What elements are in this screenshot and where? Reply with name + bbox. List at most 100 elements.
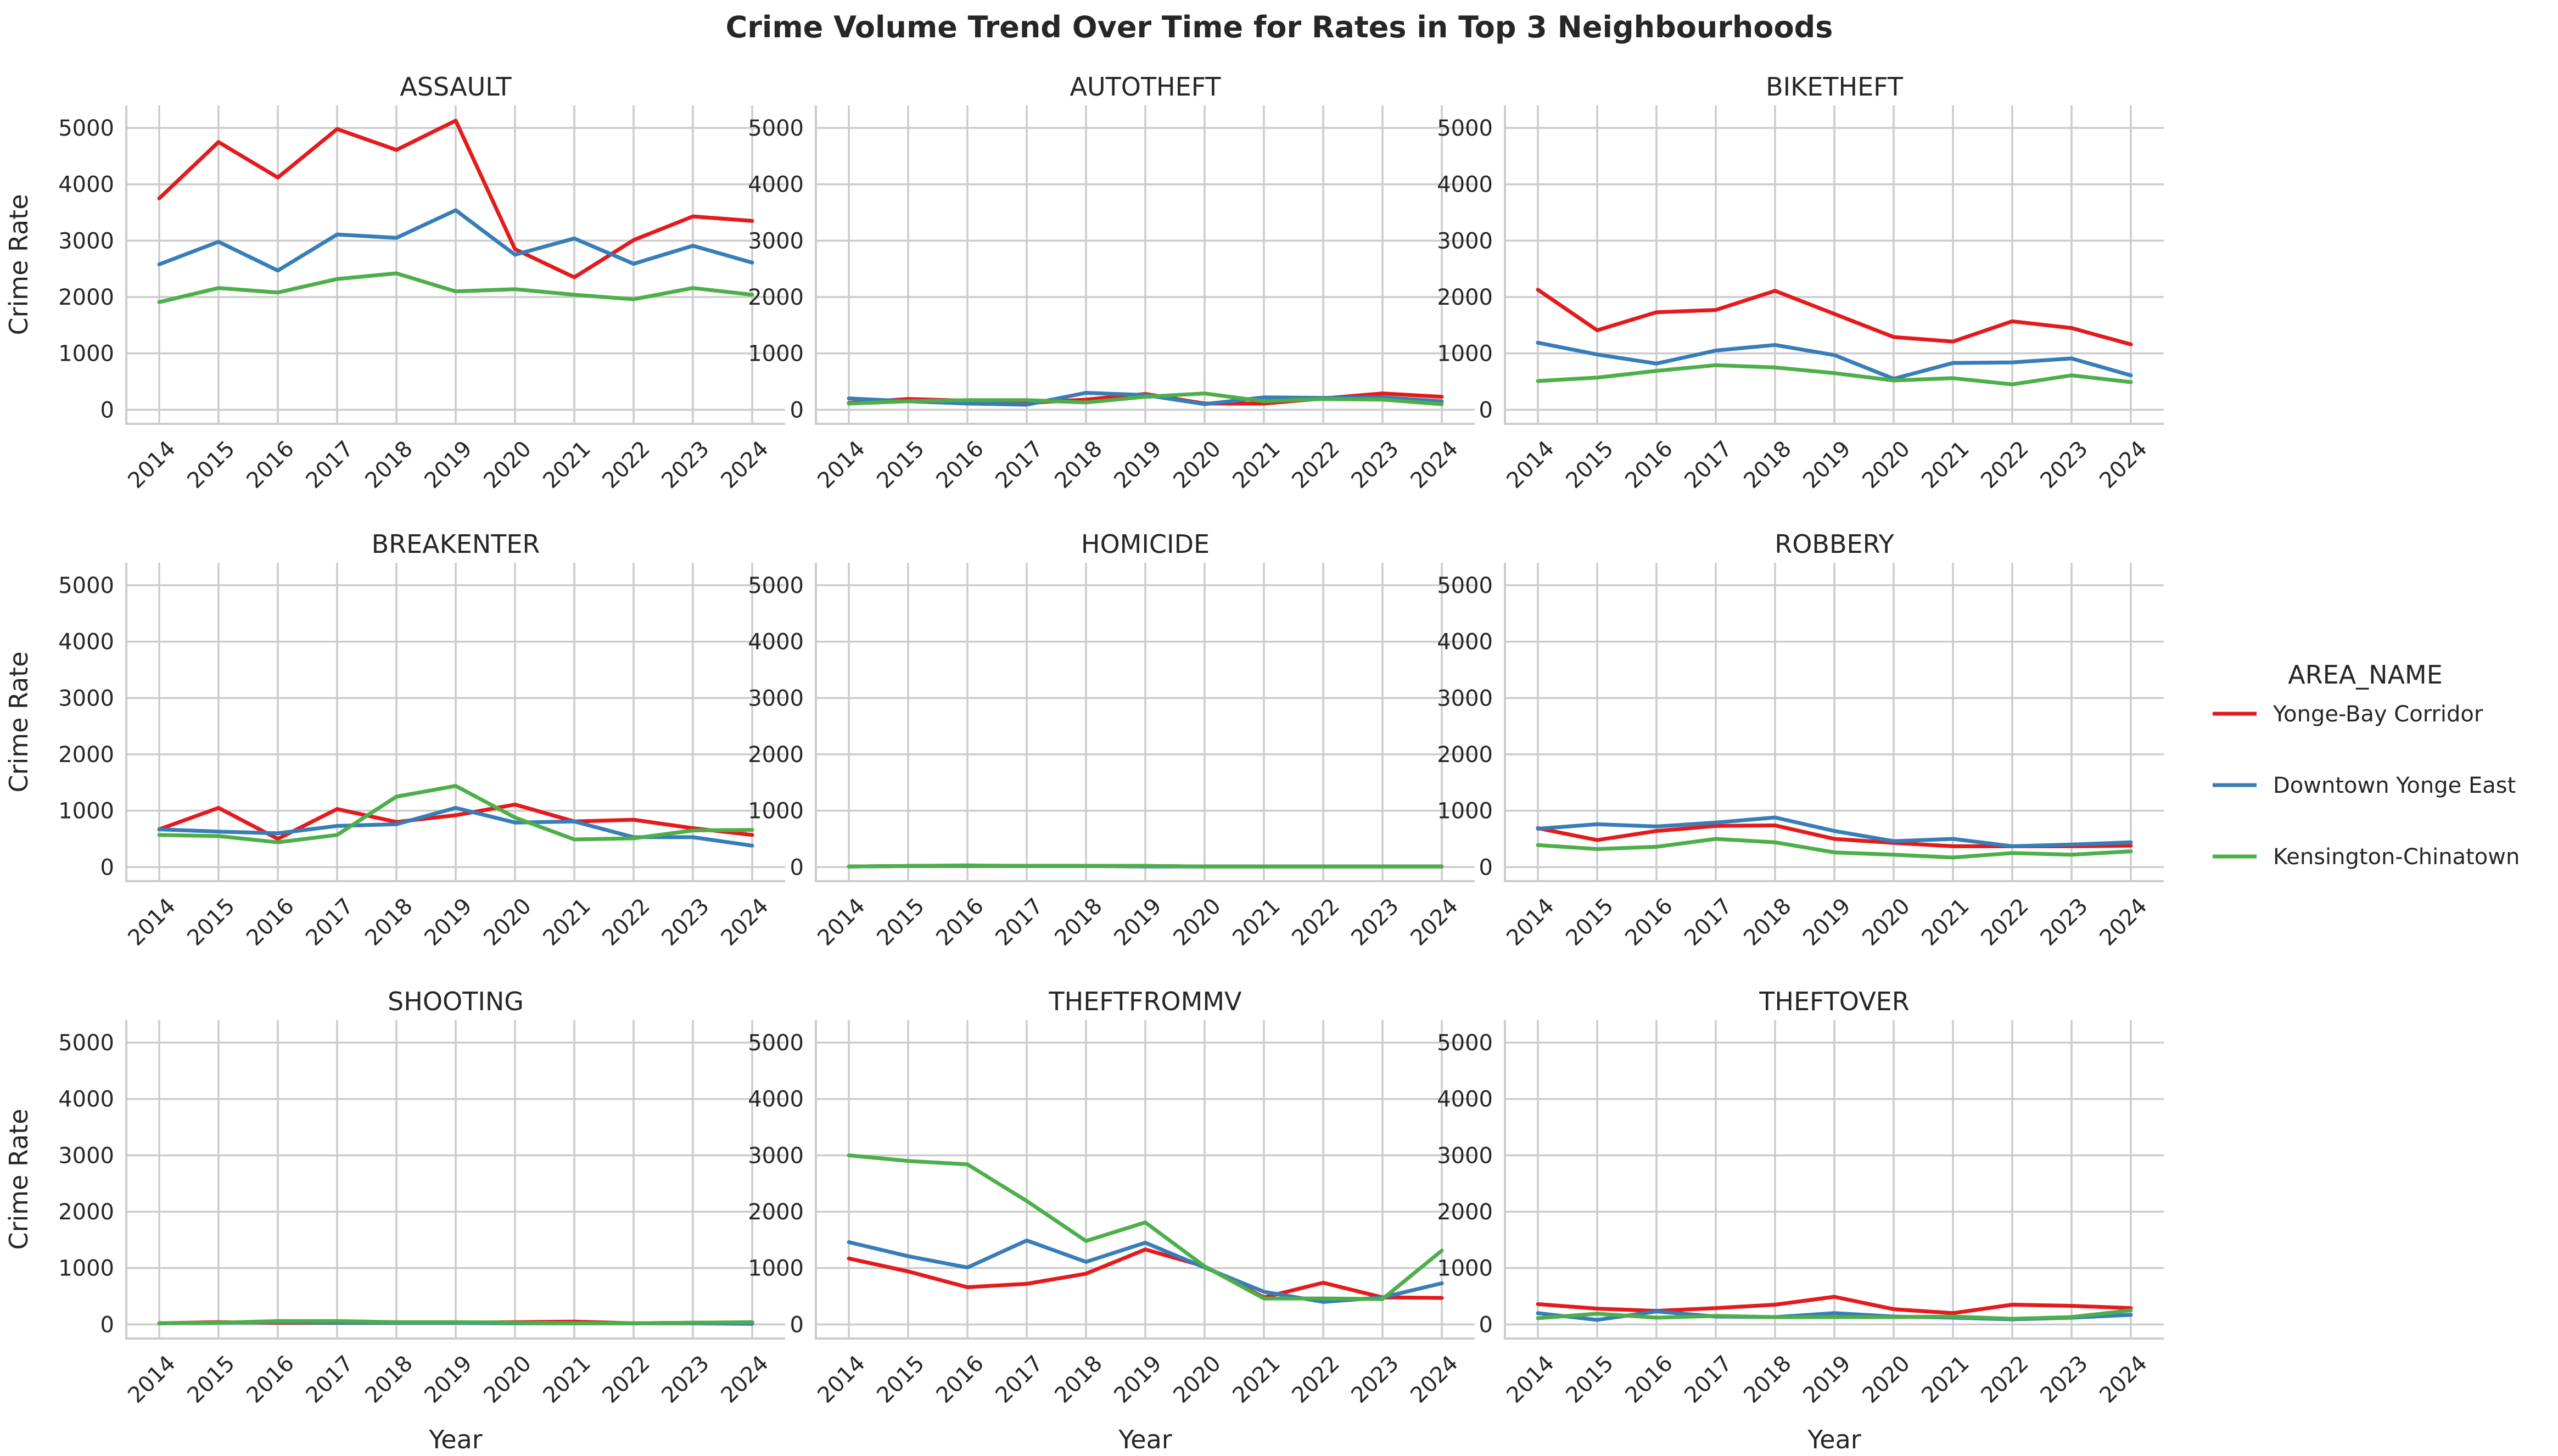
y-tick-label: 4000 <box>1437 630 1493 655</box>
x-tick-label: 2017 <box>301 1351 359 1408</box>
chart-title: Crime Volume Trend Over Time for Rates i… <box>726 10 1833 44</box>
y-tick-label: 3000 <box>58 1143 114 1168</box>
y-tick-label: 4000 <box>58 1087 114 1112</box>
panel-title-assault: ASSAULT <box>400 72 512 102</box>
x-axis-title: Year <box>1118 1425 1172 1454</box>
axis-spine <box>1504 563 2164 882</box>
panel-title-theftfrommv: THEFTFROMMV <box>1049 987 1242 1016</box>
y-tick-label: 0 <box>100 397 114 423</box>
panel-assault: ASSAULT 0 1000 2000 3000 4000 5000 2014 2015 2016… <box>4 72 785 494</box>
legend-item-downtown-yonge-east: Downtown Yonge East <box>2213 773 2516 798</box>
x-tick-label: 2014 <box>813 1351 870 1408</box>
x-tick-label: 2023 <box>657 893 714 951</box>
panel-robbery: ROBBERY 0 1000 2000 3000 4000 5000 2014 2015 2016… <box>1437 529 2164 951</box>
panel-title-biketheft: BIKETHEFT <box>1766 72 1904 102</box>
y-tick-label: 3000 <box>1437 1143 1493 1168</box>
x-tick-label: 2014 <box>813 436 870 494</box>
x-tick-label: 2022 <box>597 893 655 951</box>
series-line-kensington-chinatown <box>1536 363 2133 387</box>
x-tick-label: 2022 <box>597 1351 655 1408</box>
legend-label: Kensington-Chinatown <box>2273 844 2520 870</box>
legend-item-yonge-bay-corridor: Yonge-Bay Corridor <box>2213 702 2483 727</box>
series-line-kensington-chinatown <box>847 1153 1444 1301</box>
x-tick-label: 2017 <box>990 893 1048 951</box>
x-axis-title: Year <box>1807 1425 1861 1454</box>
x-tick-label: 2018 <box>1050 436 1107 494</box>
axis-spine <box>125 563 785 882</box>
x-tick-label: 2020 <box>1168 436 1226 494</box>
y-tick-label: 1000 <box>58 1256 114 1281</box>
axis-spine <box>815 105 1475 425</box>
y-tick-label: 1000 <box>1437 341 1493 367</box>
x-tick-label: 2016 <box>242 1351 299 1408</box>
series-line-kensington-chinatown <box>1536 837 2133 860</box>
x-tick-label: 2019 <box>1798 1351 1856 1408</box>
x-tick-label: 2023 <box>1346 893 1404 951</box>
x-tick-label: 2021 <box>1917 436 1974 494</box>
x-tick-label: 2023 <box>657 1351 714 1408</box>
y-tick-label: 4000 <box>1437 1087 1493 1112</box>
y-tick-label: 1000 <box>1437 1256 1493 1281</box>
series-line-kensington-chinatown <box>157 784 754 844</box>
x-tick-label: 2020 <box>1857 436 1915 494</box>
y-tick-label: 3000 <box>58 228 114 254</box>
y-tick-label: 0 <box>1479 397 1493 423</box>
series-line-kensington-chinatown <box>847 391 1444 406</box>
y-tick-label: 4000 <box>748 630 804 655</box>
y-axis-title: Crime Rate <box>4 651 33 792</box>
panel-title-breakenter: BREAKENTER <box>372 529 540 559</box>
y-tick-label: 3000 <box>1437 686 1493 711</box>
x-tick-label: 2015 <box>872 436 930 494</box>
y-tick-label: 4000 <box>748 1087 804 1112</box>
x-tick-label: 2014 <box>123 1351 181 1408</box>
y-tick-label: 5000 <box>1437 573 1493 598</box>
y-tick-label: 3000 <box>58 686 114 711</box>
y-tick-label: 0 <box>790 1312 804 1337</box>
y-tick-label: 1000 <box>1437 799 1493 824</box>
y-tick-label: 3000 <box>748 1143 804 1168</box>
x-tick-label: 2016 <box>242 436 299 494</box>
y-tick-label: 1000 <box>58 799 114 824</box>
y-tick-label: 0 <box>790 397 804 423</box>
x-tick-label: 2024 <box>2095 436 2152 494</box>
y-tick-label: 5000 <box>748 1031 804 1056</box>
x-tick-label: 2015 <box>872 1351 930 1408</box>
y-tick-label: 3000 <box>1437 228 1493 254</box>
x-tick-label: 2022 <box>1287 1351 1345 1408</box>
y-axis-title: Crime Rate <box>4 194 33 335</box>
x-tick-label: 2021 <box>1228 436 1285 494</box>
x-tick-label: 2016 <box>1620 893 1678 951</box>
x-tick-label: 2016 <box>1620 1351 1678 1408</box>
x-tick-label: 2015 <box>1561 1351 1619 1408</box>
x-tick-label: 2020 <box>1857 893 1915 951</box>
x-tick-label: 2019 <box>1798 893 1856 951</box>
panel-title-shooting: SHOOTING <box>388 987 524 1016</box>
x-tick-label: 2019 <box>419 1351 477 1408</box>
series-line-yonge-bay-corridor <box>1536 1295 2133 1315</box>
y-tick-label: 0 <box>1479 855 1493 880</box>
x-tick-label: 2024 <box>716 1351 774 1408</box>
x-tick-label: 2019 <box>1109 893 1167 951</box>
series-line-yonge-bay-corridor <box>157 119 754 279</box>
x-tick-label: 2023 <box>2035 1351 2093 1408</box>
x-tick-label: 2022 <box>1287 436 1345 494</box>
y-tick-label: 0 <box>1479 1312 1493 1337</box>
x-tick-label: 2018 <box>360 1351 418 1408</box>
y-tick-label: 2000 <box>58 1200 114 1225</box>
y-tick-label: 0 <box>100 1312 114 1337</box>
series-line-downtown-yonge-east <box>157 208 754 273</box>
panel-title-theftover: THEFTOVER <box>1759 987 1909 1016</box>
x-tick-label: 2015 <box>1561 436 1619 494</box>
y-tick-label: 0 <box>100 855 114 880</box>
y-tick-label: 4000 <box>748 172 804 198</box>
x-tick-label: 2022 <box>597 436 655 494</box>
series-line-kensington-chinatown <box>157 271 754 304</box>
series-line-kensington-chinatown <box>1536 1308 2133 1321</box>
x-tick-label: 2021 <box>1917 1351 1974 1408</box>
y-tick-label: 2000 <box>58 742 114 768</box>
x-tick-label: 2016 <box>931 893 989 951</box>
